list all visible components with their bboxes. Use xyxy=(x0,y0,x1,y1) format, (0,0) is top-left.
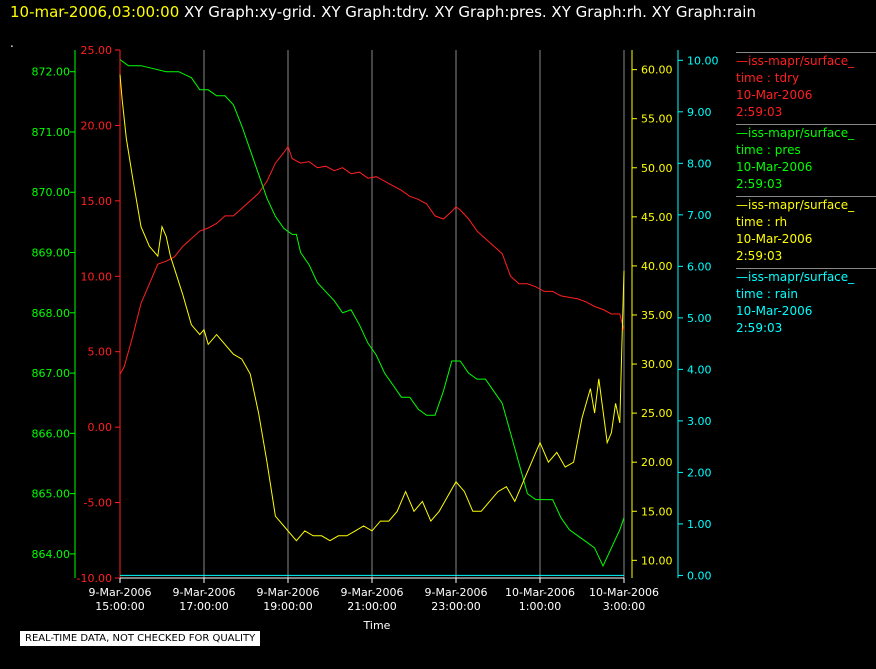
legend-text: 2:59:03 xyxy=(736,105,783,119)
rain-tick-label: 2.00 xyxy=(687,466,712,479)
pres-tick-label: 868.00 xyxy=(32,307,71,320)
legend-text: —iss-mapr/surface_ xyxy=(736,270,855,284)
pres-tick-label: 871.00 xyxy=(32,126,71,139)
pres-tick-label: 867.00 xyxy=(32,367,71,380)
rh-tick-label: 25.00 xyxy=(641,407,673,420)
header-graph-titles: XY Graph:xy-grid. XY Graph:tdry. XY Grap… xyxy=(184,3,756,21)
legend-entry: —iss-mapr/surface_time : pres 10-Mar-2006… xyxy=(736,124,876,193)
rh-tick-label: 35.00 xyxy=(641,309,673,322)
x-tick-label-time: 21:00:00 xyxy=(347,600,396,613)
rh-tick-label: 60.00 xyxy=(641,64,673,77)
x-tick-label-date: 10-Mar-2006 xyxy=(505,586,575,599)
x-tick-label-date: 9-Mar-2006 xyxy=(425,586,488,599)
legend-text: time : rh xyxy=(736,215,788,229)
x-tick-label-date: 10-Mar-2006 xyxy=(589,586,659,599)
legend-text: 10-Mar-2006 xyxy=(736,160,813,174)
rh-tick-label: 55.00 xyxy=(641,113,673,126)
rh-tick-label: 20.00 xyxy=(641,456,673,469)
series-line-pres xyxy=(119,59,625,568)
x-tick-label-time: 3:00:00 xyxy=(603,600,645,613)
rh-tick-label: 10.00 xyxy=(641,554,673,567)
rain-tick-label: 6.00 xyxy=(687,260,712,273)
x-tick-label-time: 23:00:00 xyxy=(431,600,480,613)
rain-tick-label: 1.00 xyxy=(687,518,712,531)
x-tick-label-time: 17:00:00 xyxy=(179,600,228,613)
rh-tick-label: 15.00 xyxy=(641,505,673,518)
legend-text: time : rain xyxy=(736,287,799,301)
rain-tick-label: 4.00 xyxy=(687,363,712,376)
data-quality-notice: REAL-TIME DATA, NOT CHECKED FOR QUALITY xyxy=(20,631,261,646)
tdry-tick-label: 20.00 xyxy=(81,119,113,132)
tdry-tick-label: -10.00 xyxy=(77,572,112,585)
pres-tick-label: 869.00 xyxy=(32,247,71,260)
legend-text: 10-Mar-2006 xyxy=(736,88,813,102)
legend-entry: —iss-mapr/surface_time : rh 10-Mar-2006 2:… xyxy=(736,196,876,265)
x-axis-label: Time xyxy=(363,619,391,632)
x-tick-label-time: 1:00:00 xyxy=(519,600,561,613)
tdry-tick-label: 10.00 xyxy=(81,270,113,283)
tdry-tick-label: 25.00 xyxy=(81,44,113,57)
rh-tick-label: 40.00 xyxy=(641,260,673,273)
pres-tick-label: 864.00 xyxy=(32,548,71,561)
legend-entry: —iss-mapr/surface_time : rain 10-Mar-2006… xyxy=(736,268,876,337)
series-line-rh xyxy=(119,74,625,542)
x-tick-label-date: 9-Mar-2006 xyxy=(257,586,320,599)
rain-tick-label: 7.00 xyxy=(687,209,712,222)
rain-tick-label: 9.00 xyxy=(687,106,712,119)
legend-text: —iss-mapr/surface_ xyxy=(736,198,855,212)
tdry-tick-label: 0.00 xyxy=(88,421,113,434)
rh-tick-label: 50.00 xyxy=(641,162,673,175)
legend-text: 2:59:03 xyxy=(736,177,783,191)
legend-entry: —iss-mapr/surface_time : tdry 10-Mar-2006… xyxy=(736,52,876,121)
rain-tick-label: 0.00 xyxy=(687,569,712,582)
series-line-tdry xyxy=(119,145,625,375)
x-tick-label-time: 15:00:00 xyxy=(95,600,144,613)
header-timestamp: 10-mar-2006,03:00:00 xyxy=(10,3,180,21)
tdry-tick-label: 15.00 xyxy=(81,195,113,208)
x-tick-label-date: 9-Mar-2006 xyxy=(341,586,404,599)
x-tick-label-date: 9-Mar-2006 xyxy=(173,586,236,599)
legend-text: —iss-mapr/surface_ xyxy=(736,126,855,140)
pres-tick-label: 865.00 xyxy=(32,488,71,501)
header-dot: . xyxy=(10,36,14,50)
legend-text: 10-Mar-2006 xyxy=(736,232,813,246)
x-tick-label-time: 19:00:00 xyxy=(263,600,312,613)
chart-header: 10-mar-2006,03:00:00 XY Graph:xy-grid. X… xyxy=(10,3,756,21)
tdry-tick-label: 5.00 xyxy=(88,346,113,359)
rain-tick-label: 8.00 xyxy=(687,157,712,170)
legend-text: 2:59:03 xyxy=(736,249,783,263)
tdry-tick-label: -5.00 xyxy=(84,497,112,510)
rain-tick-label: 3.00 xyxy=(687,415,712,428)
legend-text: time : pres xyxy=(736,143,801,157)
pres-tick-label: 866.00 xyxy=(32,427,71,440)
rain-tick-label: 5.00 xyxy=(687,312,712,325)
rh-tick-label: 45.00 xyxy=(641,211,673,224)
legend-text: 2:59:03 xyxy=(736,321,783,335)
rh-tick-label: 30.00 xyxy=(641,358,673,371)
rain-tick-label: 10.00 xyxy=(687,54,719,67)
legend-text: 10-Mar-2006 xyxy=(736,304,813,318)
x-tick-label-date: 9-Mar-2006 xyxy=(89,586,152,599)
pres-tick-label: 872.00 xyxy=(32,66,71,79)
legend-text: time : tdry xyxy=(736,71,800,85)
legend-text: —iss-mapr/surface_ xyxy=(736,54,855,68)
pres-tick-label: 870.00 xyxy=(32,186,71,199)
